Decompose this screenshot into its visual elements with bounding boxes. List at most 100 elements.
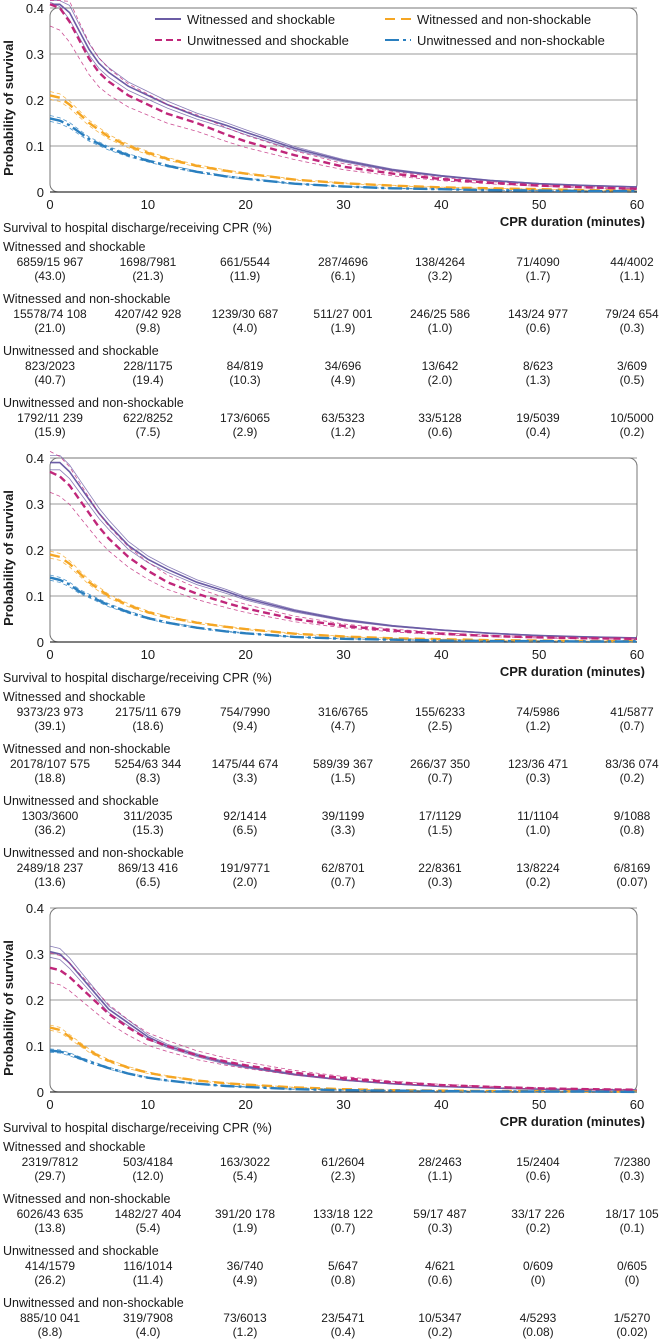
table-cell: 62/8701 (0.7) <box>288 861 398 889</box>
cell-count: 133/18 122 <box>312 1207 374 1221</box>
cell-count: 20178/107 575 <box>9 757 91 771</box>
table-cell: 9/1088 (0.8) <box>577 809 668 837</box>
series-unwitnessed-shockable-ci-lo <box>49 982 638 1091</box>
table-cell: 8/623 (1.3) <box>483 359 593 387</box>
cell-count: 61/2604 <box>321 1155 365 1169</box>
cell-percent: (0.3) <box>619 1169 645 1183</box>
table-cell: 39/1199 (3.3) <box>288 809 398 837</box>
cell-count: 11/1104 <box>517 809 559 823</box>
group-label-witnessed-shockable: Witnessed and shockable <box>3 240 146 254</box>
group-label-unwitnessed-nonshockable: Unwitnessed and non-shockable <box>3 396 184 410</box>
cell-count: 123/36 471 <box>507 757 569 771</box>
chart-panel-3: 0 0.1 0.2 0.3 0.4 0 10 20 30 40 50 60 Probability of… <box>0 900 668 1128</box>
table-cell: 74/5986 (1.2) <box>483 705 593 733</box>
cell-percent: (1.2) <box>232 1325 258 1339</box>
cell-percent: (29.7) <box>34 1169 66 1183</box>
x-tick-label: 50 <box>532 197 546 212</box>
cell-percent: (21.3) <box>132 269 164 283</box>
cell-percent: (4.0) <box>135 1325 161 1339</box>
cell-percent: (21.0) <box>34 321 66 335</box>
cell-percent: (0) <box>530 1273 546 1287</box>
x-axis-label: CPR duration (minutes) <box>500 1114 645 1128</box>
cell-percent: (40.7) <box>34 373 66 387</box>
cell-percent: (0.2) <box>619 425 645 439</box>
table-cell: 83/36 074 (0.2) <box>577 757 668 785</box>
cell-percent: (0.8) <box>330 1273 356 1287</box>
table-cell: 63/5323 (1.2) <box>288 411 398 439</box>
cell-percent: (0.1) <box>619 1221 645 1235</box>
cell-percent: (5.4) <box>135 1221 161 1235</box>
cell-count: 3/609 <box>616 359 648 373</box>
table-cell: 41/5877 (0.7) <box>577 705 668 733</box>
cell-count: 63/5323 <box>321 411 365 425</box>
cell-count: 15/2404 <box>516 1155 560 1169</box>
cell-count: 28/2463 <box>418 1155 462 1169</box>
table-cell: 84/819 (10.3) <box>190 359 300 387</box>
cell-count: 33/5128 <box>418 411 462 425</box>
table-cell: 79/24 654 (0.3) <box>577 307 668 335</box>
cell-count: 754/7990 <box>219 705 271 719</box>
legend-label-witnessed-nonshockable: Witnessed and non-shockable <box>417 12 591 27</box>
cell-percent: (1.5) <box>427 823 453 837</box>
cell-count: 59/17 487 <box>413 1207 467 1221</box>
cell-percent: (0.3) <box>427 875 453 889</box>
cell-count: 589/39 367 <box>312 757 374 771</box>
cell-percent: (1.1) <box>427 1169 453 1183</box>
cell-count: 10/5000 <box>610 411 654 425</box>
table-cell: 511/27 001 (1.9) <box>288 307 398 335</box>
cell-percent: (13.6) <box>34 875 66 889</box>
legend-label-unwitnessed-shockable: Unwitnessed and shockable <box>187 33 349 48</box>
cell-percent: (1.9) <box>330 321 356 335</box>
cell-count: 19/5039 <box>516 411 560 425</box>
table-panel-2: Survival to hospital discharge/receiving… <box>0 670 668 910</box>
cell-count: 84/819 <box>226 359 264 373</box>
table-cell: 19/5039 (0.4) <box>483 411 593 439</box>
cell-count: 9/1088 <box>613 809 651 823</box>
table-cell: 44/4002 (1.1) <box>577 255 668 283</box>
group-label-unwitnessed-shockable: Unwitnessed and shockable <box>3 344 159 358</box>
cell-percent: (4.9) <box>330 373 356 387</box>
series-unwitnessed-nonshockable-ci-lo <box>49 120 637 192</box>
cell-count: 1239/30 687 <box>211 307 279 321</box>
cell-count: 869/13 416 <box>117 861 179 875</box>
cell-count: 7/2380 <box>613 1155 651 1169</box>
x-axis-label: CPR duration (minutes) <box>500 214 645 228</box>
table-cell: 173/6065 (2.9) <box>190 411 300 439</box>
cell-count: 622/8252 <box>122 411 174 425</box>
chart-panel-2: 0 0.1 0.2 0.3 0.4 0 10 20 30 40 50 60 Probability of… <box>0 450 668 678</box>
series-witnessed-shockable-ci-hi <box>49 945 638 1091</box>
table-cell: 823/2023 (40.7) <box>0 359 105 387</box>
cell-count: 191/9771 <box>219 861 271 875</box>
group-label-witnessed-nonshockable: Witnessed and non-shockable <box>3 1192 171 1206</box>
cell-count: 4207/42 928 <box>114 307 182 321</box>
cell-percent: (0.07) <box>616 875 648 889</box>
x-tick-label: 40 <box>434 197 448 212</box>
table-cell: 17/1129 (1.5) <box>385 809 495 837</box>
y-axis-label: Probability of survival <box>1 40 16 176</box>
cell-count: 1698/7981 <box>119 255 177 269</box>
cell-percent: (6.1) <box>330 269 356 283</box>
y-tick-label: 0.2 <box>26 993 44 1008</box>
table-cell: 6/8169 (0.07) <box>577 861 668 889</box>
cell-percent: (0.6) <box>525 1169 551 1183</box>
table-cell: 73/6013 (1.2) <box>190 1311 300 1339</box>
cell-percent: (6.5) <box>232 823 258 837</box>
x-tick-label: 30 <box>336 647 350 662</box>
group-label-unwitnessed-shockable: Unwitnessed and shockable <box>3 794 159 808</box>
chart-svg-3: 0 0.1 0.2 0.3 0.4 0 10 20 30 40 50 60 Probability of… <box>1 901 645 1128</box>
table-cell: 622/8252 (7.5) <box>93 411 203 439</box>
cell-percent: (0.3) <box>525 771 551 785</box>
chart-svg-1: 0 0.1 0.2 0.3 0.4 0 10 20 30 40 50 60 Probability of… <box>1 0 645 228</box>
y-tick-label: 0.3 <box>26 497 44 512</box>
group-label-unwitnessed-nonshockable: Unwitnessed and non-shockable <box>3 846 184 860</box>
table-cell: 0/605 (0) <box>577 1259 668 1287</box>
cell-count: 10/5347 <box>418 1311 462 1325</box>
cell-count: 4/5293 <box>519 1311 557 1325</box>
table-cell: 287/4696 (6.1) <box>288 255 398 283</box>
table-cell: 316/6765 (4.7) <box>288 705 398 733</box>
cell-count: 33/17 226 <box>511 1207 565 1221</box>
cell-percent: (3.3) <box>232 771 258 785</box>
series-unwitnessed-shockable-ci-hi <box>49 451 638 639</box>
table-cell: 11/1104 (1.0) <box>483 809 593 837</box>
x-tick-label: 60 <box>630 647 644 662</box>
